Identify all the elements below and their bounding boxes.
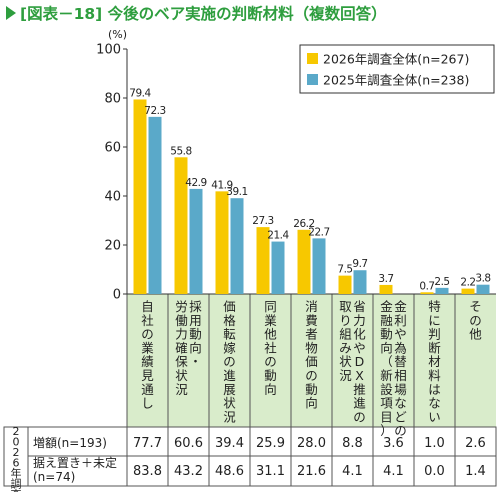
table-row-label: 増額(n=193) — [33, 436, 107, 450]
table-cell: 8.8 — [342, 436, 363, 451]
bar — [174, 157, 188, 294]
category-label-line: 価格転嫁の進展状況 — [223, 299, 236, 424]
data-label: 2.5 — [434, 276, 449, 288]
chart-title: [図表－18] 今後のベア実施の判断材料（複数回答） — [20, 4, 387, 23]
table-cell: 1.4 — [465, 464, 486, 479]
legend-entry: 2025年調査全体(n=238) — [323, 73, 469, 88]
data-label: 72.3 — [144, 105, 165, 117]
category-label: 採用動向・労働力確保状況 — [175, 299, 202, 397]
category-label-line: 省力化や D X 推進の — [353, 299, 366, 424]
category-label-line: 労働力確保状況 — [175, 299, 188, 397]
data-label: 27.3 — [252, 215, 273, 227]
bar — [271, 241, 285, 294]
bar — [435, 287, 449, 294]
category-label-line: 特に判断材料はない — [428, 299, 441, 424]
category-label: 特に判断材料はない — [428, 299, 441, 424]
table-group-label: 2026年調査 — [11, 425, 22, 492]
data-label: 9.7 — [352, 258, 367, 270]
data-label: 0.7 — [419, 280, 434, 292]
category-label-line: 金利や為替相場などの — [394, 299, 407, 438]
table-cell: 3.6 — [383, 436, 404, 451]
table-cell: 0.0 — [424, 464, 445, 479]
y-tick-label: 60 — [104, 141, 121, 156]
y-tick-label: 80 — [104, 92, 121, 107]
category-label-line: 自社の業績見通し — [141, 299, 154, 411]
title-arrow-icon — [6, 6, 16, 20]
category-label: 同業他社の動向 — [264, 299, 277, 397]
legend-swatch — [307, 53, 318, 64]
table-row-label-sub: (n=74) — [33, 470, 75, 484]
table-cell: 43.2 — [174, 464, 203, 479]
legend-swatch — [307, 74, 318, 85]
table-cell: 60.6 — [174, 436, 203, 451]
table-cell: 39.4 — [215, 436, 244, 451]
category-label-line: その他 — [469, 299, 482, 342]
category-label-line: 同業他社の動向 — [264, 299, 277, 397]
category-label: その他 — [469, 299, 482, 342]
data-label: 2.2 — [460, 277, 475, 289]
bar — [297, 229, 311, 294]
bar — [379, 284, 393, 294]
bar — [256, 227, 270, 294]
bar — [420, 292, 434, 294]
bar — [133, 99, 147, 294]
y-tick-label: 0 — [113, 288, 121, 303]
data-label: 79.4 — [129, 87, 151, 99]
category-label-line: 金融動向（新設項目） — [380, 299, 393, 438]
table-cell: 2.6 — [465, 436, 486, 451]
legend-box — [299, 44, 495, 94]
bar — [476, 284, 490, 294]
data-label: 22.7 — [308, 226, 329, 238]
bar — [215, 191, 229, 294]
table-cell: 4.1 — [383, 464, 404, 479]
data-label: 21.4 — [267, 230, 289, 242]
chart-title-group: [図表－18] 今後のベア実施の判断材料（複数回答） — [6, 4, 387, 23]
data-label: 39.1 — [226, 186, 247, 198]
data-label: 3.8 — [475, 273, 490, 285]
data-label: 41.9 — [211, 179, 232, 191]
table-cell: 83.8 — [133, 464, 162, 479]
y-tick-label: 20 — [104, 239, 121, 254]
table-cell: 31.1 — [256, 464, 285, 479]
category-label-line: 取り組み状況 — [339, 299, 352, 383]
table-row-label: 据え置き＋未定 — [33, 455, 117, 470]
y-axis-unit: (%) — [108, 28, 127, 41]
table-cell: 48.6 — [215, 464, 244, 479]
y-tick-label: 40 — [104, 190, 121, 205]
data-label: 55.8 — [170, 145, 191, 157]
table-cell: 1.0 — [424, 436, 445, 451]
table-cell: 21.6 — [297, 464, 326, 479]
category-label-area — [127, 294, 496, 427]
data-label: 3.7 — [378, 273, 393, 285]
bar — [230, 198, 244, 294]
table-cell: 28.0 — [297, 436, 326, 451]
bar — [353, 270, 367, 294]
category-label: 自社の業績見通し — [141, 299, 154, 411]
bar — [312, 238, 326, 294]
bar — [189, 188, 203, 294]
bar — [338, 275, 352, 294]
table-cell: 25.9 — [256, 436, 285, 451]
table-cell: 4.1 — [342, 464, 363, 479]
table-cell: 77.7 — [133, 436, 162, 451]
data-label: 42.9 — [185, 177, 206, 189]
category-label-line: 消費者物価の動向 — [305, 299, 318, 411]
legend-entry: 2026年調査全体(n=267) — [323, 52, 469, 67]
category-label-line: 採用動向・ — [189, 299, 202, 369]
data-label: 7.5 — [337, 264, 352, 276]
category-label: 価格転嫁の進展状況 — [223, 299, 236, 424]
data-label: 26.2 — [293, 218, 314, 230]
bar — [461, 288, 475, 294]
y-tick-label: 100 — [96, 43, 121, 58]
bar — [148, 116, 162, 295]
category-label: 消費者物価の動向 — [305, 299, 318, 411]
